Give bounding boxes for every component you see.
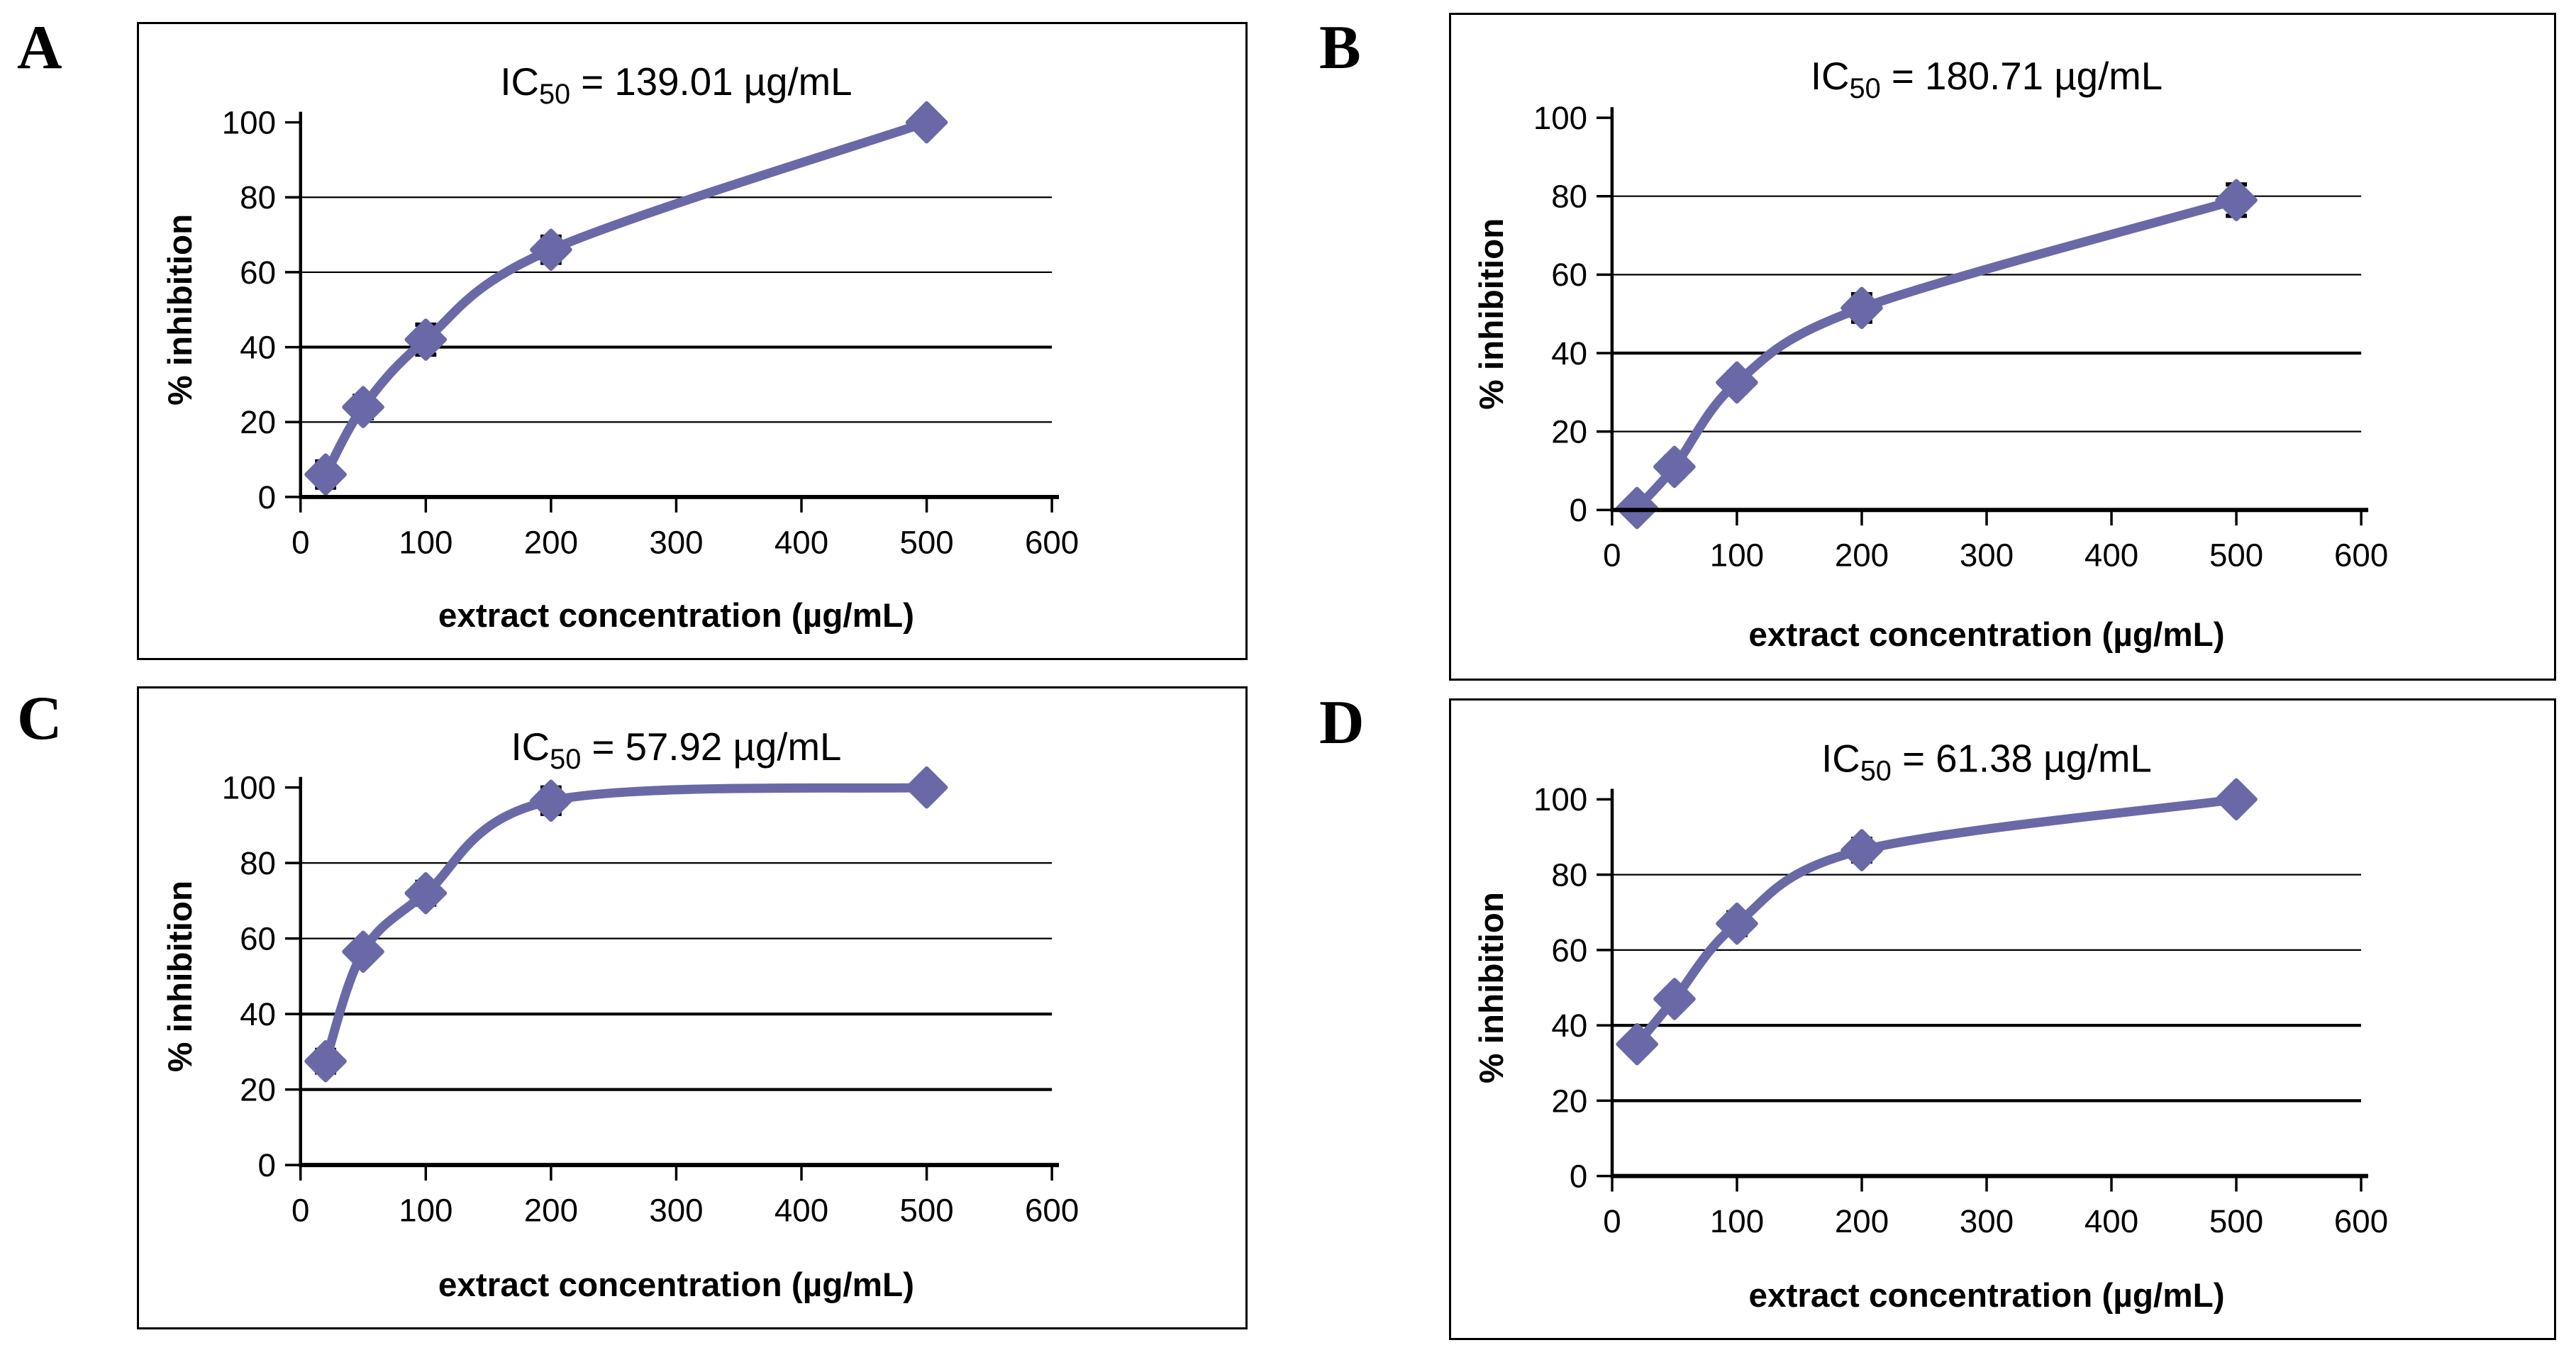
panel-letter-b: B [1319, 13, 1361, 82]
svg-text:20: 20 [240, 404, 276, 440]
svg-text:40: 40 [240, 996, 276, 1032]
svg-text:60: 60 [1551, 257, 1587, 293]
svg-text:40: 40 [240, 329, 276, 365]
svg-text:% inhibition: % inhibition [162, 881, 199, 1072]
svg-text:80: 80 [1551, 857, 1587, 893]
svg-text:60: 60 [240, 255, 276, 291]
svg-text:100: 100 [1533, 100, 1587, 136]
svg-text:200: 200 [1835, 537, 1889, 574]
svg-text:80: 80 [1551, 179, 1587, 215]
svg-text:500: 500 [2209, 537, 2263, 574]
chart-panel-d: 0 20 40 60 80 100 0 100 200 300 400 500 600 extract c… [1449, 698, 2556, 1340]
svg-text:0: 0 [1603, 537, 1621, 574]
panel-letter-a: A [17, 13, 62, 82]
svg-text:500: 500 [899, 1193, 953, 1229]
svg-text:300: 300 [649, 1193, 703, 1229]
chart-svg-a: 0 20 40 60 80 100 0 100 200 300 400 500 600 extract c… [162, 60, 1079, 635]
svg-text:60: 60 [1551, 932, 1587, 969]
svg-text:% inhibition: % inhibition [1473, 218, 1511, 410]
svg-text:200: 200 [524, 524, 578, 560]
svg-text:80: 80 [240, 845, 276, 881]
svg-text:0: 0 [292, 524, 309, 560]
svg-text:300: 300 [1960, 537, 2014, 574]
svg-text:IC50 = 139.01 µg/mL: IC50 = 139.01 µg/mL [500, 60, 852, 110]
svg-text:extract concentration (µg/mL): extract concentration (µg/mL) [1748, 616, 2224, 654]
svg-text:500: 500 [2209, 1203, 2263, 1239]
svg-text:0: 0 [258, 479, 276, 515]
svg-text:600: 600 [1025, 524, 1079, 560]
chart-svg-d: 0 20 40 60 80 100 0 100 200 300 400 500 600 extract c… [1473, 737, 2388, 1315]
svg-text:0: 0 [258, 1147, 276, 1183]
svg-text:400: 400 [2084, 1203, 2138, 1239]
svg-text:60: 60 [240, 921, 276, 957]
svg-text:extract concentration (µg/mL): extract concentration (µg/mL) [1748, 1277, 2224, 1315]
chart-panel-a: 0 20 40 60 80 100 0 100 200 300 400 500 600 extract c… [137, 22, 1248, 660]
chart-panel-b: 0 20 40 60 80 100 0 100 200 300 400 500 600 extract c… [1449, 13, 2556, 681]
svg-text:20: 20 [240, 1072, 276, 1108]
svg-text:100: 100 [1710, 1203, 1764, 1239]
svg-text:100: 100 [1710, 537, 1764, 574]
svg-text:40: 40 [1551, 335, 1587, 372]
svg-text:300: 300 [649, 524, 703, 560]
svg-text:100: 100 [1533, 781, 1587, 818]
svg-text:% inhibition: % inhibition [162, 214, 199, 406]
svg-text:20: 20 [1551, 1083, 1587, 1119]
svg-text:0: 0 [1570, 492, 1587, 528]
svg-text:600: 600 [2334, 537, 2388, 574]
chart-svg-b: 0 20 40 60 80 100 0 100 200 300 400 500 600 extract c… [1473, 55, 2388, 654]
svg-text:0: 0 [292, 1193, 309, 1229]
svg-text:0: 0 [1603, 1203, 1621, 1239]
svg-text:500: 500 [899, 524, 953, 560]
svg-text:% inhibition: % inhibition [1473, 892, 1511, 1083]
svg-text:400: 400 [2084, 537, 2138, 574]
svg-text:100: 100 [399, 1193, 453, 1229]
svg-text:extract concentration (µg/mL): extract concentration (µg/mL) [438, 597, 914, 635]
svg-text:100: 100 [222, 104, 276, 140]
svg-text:IC50 = 57.92 µg/mL: IC50 = 57.92 µg/mL [511, 725, 842, 775]
svg-text:600: 600 [2334, 1203, 2388, 1239]
svg-text:extract concentration (µg/mL): extract concentration (µg/mL) [438, 1266, 914, 1304]
svg-text:200: 200 [1835, 1203, 1889, 1239]
svg-text:100: 100 [222, 770, 276, 806]
svg-text:IC50 = 61.38 µg/mL: IC50 = 61.38 µg/mL [1821, 737, 2152, 787]
svg-text:100: 100 [399, 524, 453, 560]
svg-text:200: 200 [524, 1193, 578, 1229]
svg-text:40: 40 [1551, 1008, 1587, 1044]
svg-text:IC50 = 180.71 µg/mL: IC50 = 180.71 µg/mL [1811, 55, 2163, 104]
svg-text:600: 600 [1025, 1193, 1079, 1229]
svg-text:0: 0 [1570, 1159, 1587, 1195]
svg-text:400: 400 [775, 524, 828, 560]
svg-text:20: 20 [1551, 414, 1587, 450]
panel-letter-d: D [1319, 688, 1365, 757]
chart-panel-c: 0 20 40 60 80 100 0 100 200 300 400 500 600 extract c… [137, 686, 1248, 1329]
svg-text:400: 400 [775, 1193, 828, 1229]
svg-text:80: 80 [240, 179, 276, 216]
chart-svg-c: 0 20 40 60 80 100 0 100 200 300 400 500 600 extract c… [162, 725, 1079, 1304]
svg-text:300: 300 [1960, 1203, 2014, 1239]
panel-letter-c: C [17, 684, 62, 753]
